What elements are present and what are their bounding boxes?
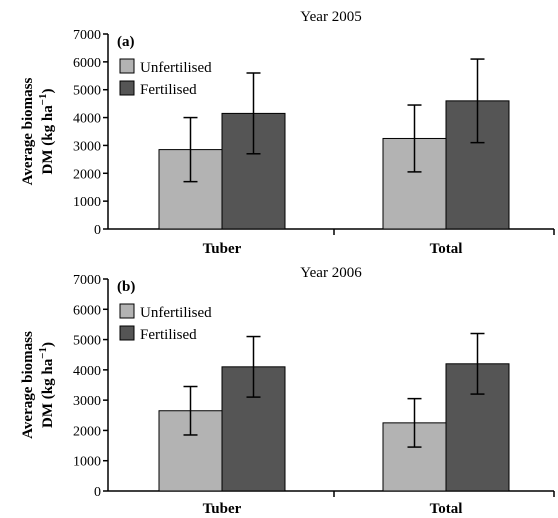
y-axis-label-exponent: −1: [37, 94, 49, 106]
x-category-label: Total: [430, 501, 463, 517]
y-tick-label: 2000: [73, 167, 101, 182]
legend-label-unfertilised: Unfertilised: [140, 60, 212, 76]
y-tick-label: 0: [94, 485, 101, 500]
y-tick-label: 5000: [73, 334, 101, 349]
y-tick-label: 6000: [73, 303, 101, 318]
y-tick-label: 0: [94, 223, 101, 238]
y-tick-label: 4000: [73, 364, 101, 379]
y-tick-label: 1000: [73, 195, 101, 210]
legend-label-fertilised: Fertilised: [140, 327, 197, 343]
y-axis-label-line2: DM (kg ha−1): [37, 342, 56, 428]
legend-swatch-fertilised: [119, 80, 135, 96]
y-axis-label-close: ): [40, 342, 56, 347]
y-tick-label: 4000: [73, 112, 101, 127]
panel-label: (a): [117, 34, 135, 50]
chart-title: Year 2006: [300, 265, 362, 281]
y-axis-label: Average biomass DM (kg ha−1): [20, 78, 56, 186]
x-category-label: Tuber: [203, 241, 242, 257]
y-tick-label: 7000: [73, 28, 101, 43]
panel-label: (b): [117, 279, 135, 295]
legend-swatch-unfertilised: [119, 58, 135, 74]
y-axis-label-close: ): [40, 89, 56, 94]
y-axis-label-line1: Average biomass: [20, 78, 36, 186]
y-axis-label-unit: DM (kg ha: [40, 105, 56, 175]
y-tick-label: 3000: [73, 394, 101, 409]
y-tick-label: 5000: [73, 84, 101, 99]
y-tick-label: 3000: [73, 139, 101, 154]
y-axis-label-unit: DM (kg ha: [40, 358, 56, 428]
legend-label-unfertilised: Unfertilised: [140, 305, 212, 321]
y-tick-label: 2000: [73, 424, 101, 439]
chart-panel-2: Year 2006 (b) Average biomass DM (kg ha−1) 0…: [20, 265, 555, 517]
y-tick-label: 6000: [73, 56, 101, 71]
x-category-label: Total: [430, 241, 463, 257]
chart-title: Year 2005: [300, 9, 361, 25]
y-tick-label: 1000: [73, 455, 101, 470]
y-axis-label-line2: DM (kg ha−1): [37, 89, 56, 175]
x-category-label: Tuber: [203, 501, 242, 517]
legend-swatch-unfertilised: [119, 303, 135, 319]
y-tick-label: 7000: [73, 273, 101, 288]
chart-panel-1: Year 2005 (a) Average biomass DM (kg ha−1) 0…: [20, 9, 555, 257]
y-axis-label-exponent: −1: [37, 347, 49, 359]
legend-swatch-fertilised: [119, 325, 135, 341]
y-axis-label-line1: Average biomass: [20, 331, 36, 439]
legend-label-fertilised: Fertilised: [140, 82, 197, 98]
y-axis-label: Average biomass DM (kg ha−1): [20, 331, 56, 439]
